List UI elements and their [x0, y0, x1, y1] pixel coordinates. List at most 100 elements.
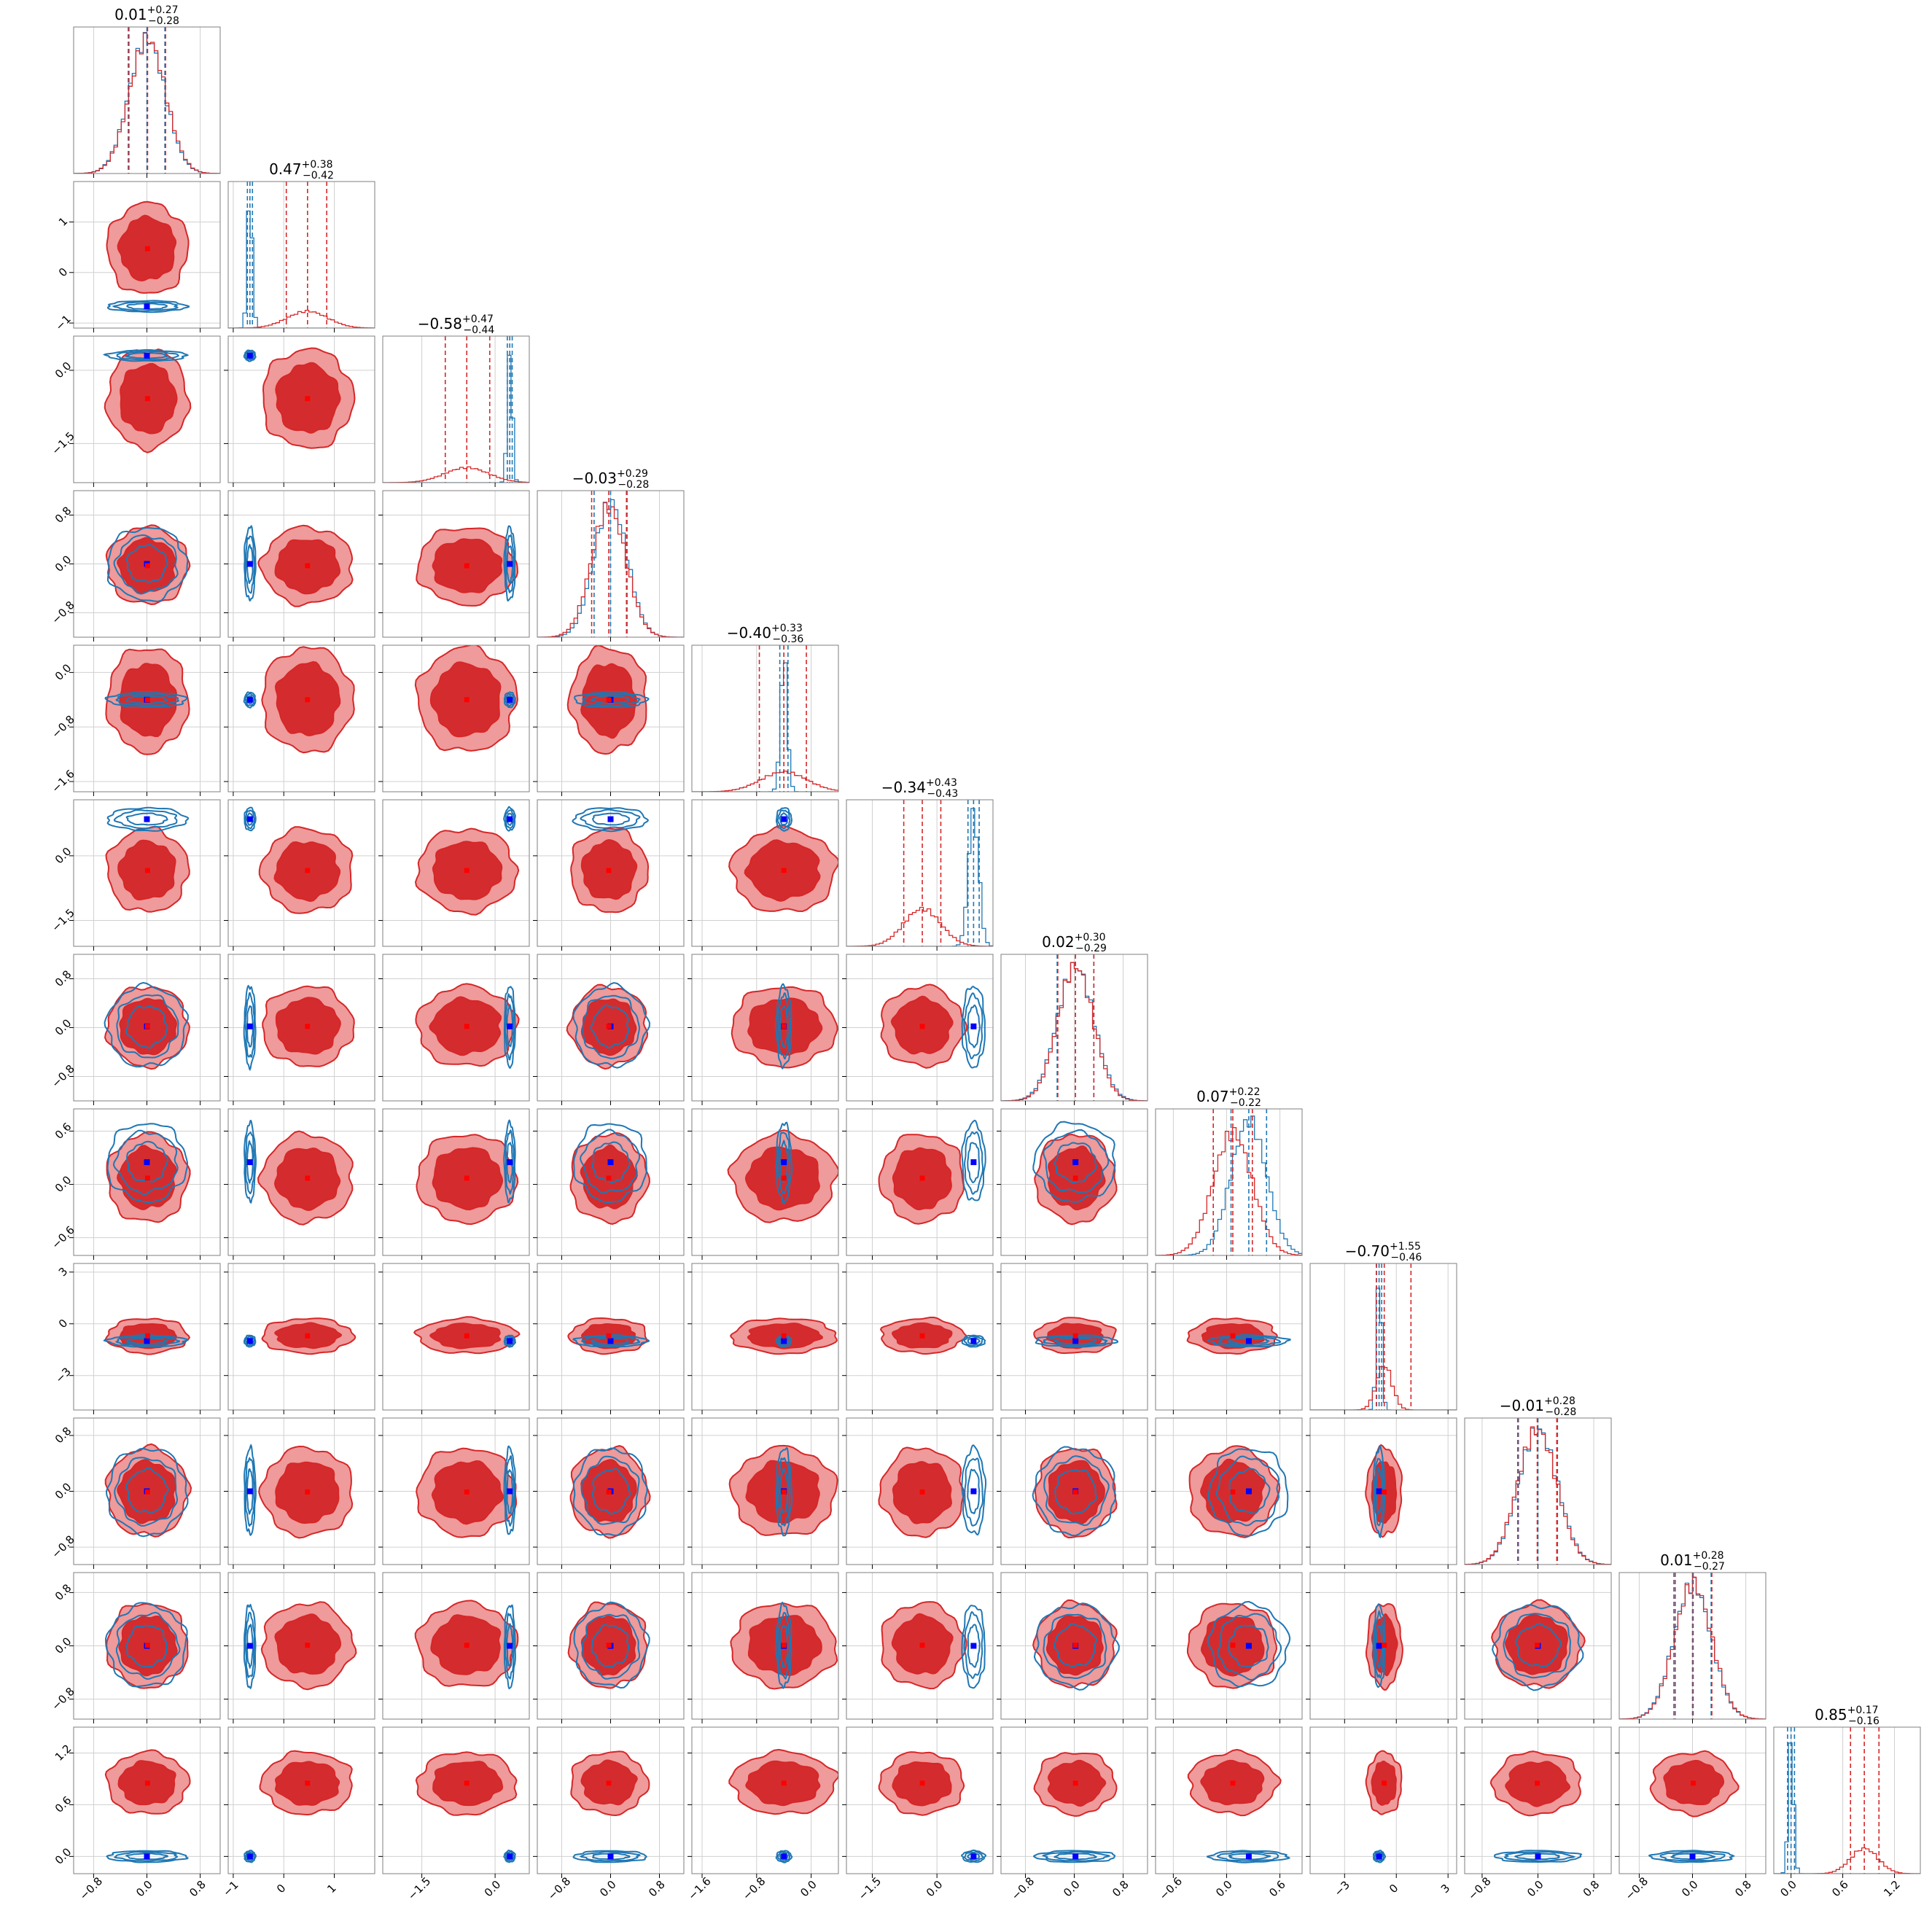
contour-panel-4-0: −1.6−0.80.0	[49, 644, 221, 796]
x-tick-label: 0.0	[924, 1878, 946, 1900]
hist-red	[1619, 1576, 1766, 1719]
red-marker	[919, 1489, 925, 1495]
contour-panel-11-1: −1 0 1	[220, 1726, 375, 1899]
hist-panel-10: 0.01+0.28 −0.27	[1619, 1550, 1767, 1723]
contour-panel-8-4	[688, 1263, 839, 1414]
x-tick-label: 0.6	[1266, 1878, 1288, 1900]
blue-contour	[104, 981, 189, 1068]
blue-marker	[246, 1488, 253, 1495]
blue-marker	[970, 1853, 977, 1860]
blue-contour	[572, 807, 650, 833]
blue-contour	[244, 1444, 257, 1536]
hist-blue	[846, 808, 993, 946]
blue-marker	[781, 816, 787, 822]
contour-panel-10-7	[1151, 1572, 1303, 1723]
hist-red	[692, 771, 838, 792]
contour-panel-8-6	[997, 1263, 1148, 1414]
blue-contour	[503, 1119, 516, 1204]
contour-panel-10-8	[1306, 1572, 1457, 1723]
hist-red	[1001, 962, 1148, 1101]
panel-frame	[227, 644, 375, 792]
panel-frame	[846, 1263, 994, 1411]
blue-marker	[970, 1643, 977, 1649]
contour-panel-6-0: −0.80.00.8	[49, 954, 221, 1105]
blue-contour	[115, 1611, 181, 1680]
red-marker	[305, 1024, 311, 1029]
red-marker	[606, 697, 612, 703]
blue-marker	[144, 1338, 150, 1344]
contour-panel-11-10: −0.8 0.0 0.8	[1615, 1726, 1767, 1903]
red-marker	[144, 246, 150, 252]
panel-frame	[227, 1726, 375, 1874]
blue-contour	[776, 1446, 793, 1537]
blue-contour	[777, 1335, 791, 1347]
hist-blue	[1156, 1115, 1302, 1255]
blue-contour	[960, 1849, 986, 1863]
contour-panel-2-1	[224, 335, 375, 487]
blue-contour	[1033, 1602, 1120, 1691]
y-tick-label: 0.0	[52, 1016, 74, 1038]
blue-contour	[1216, 1851, 1279, 1862]
red-marker	[144, 1333, 150, 1339]
blue-contour	[106, 806, 190, 832]
red-marker	[305, 1489, 311, 1495]
blue-contour	[102, 348, 190, 362]
panel-frame	[691, 1263, 839, 1411]
blue-contour	[105, 1447, 189, 1538]
hist-red	[1465, 1426, 1611, 1565]
contour-panel-10-4	[688, 1572, 839, 1723]
contour-panel-8-0: −3 0 3	[52, 1263, 221, 1414]
red-marker	[919, 1643, 925, 1648]
contour-panel-9-3	[533, 1417, 685, 1569]
hist-panel-2: −0.58+0.47 −0.44	[382, 313, 530, 487]
red-marker	[144, 1175, 150, 1181]
contour-panel-5-4	[688, 799, 839, 951]
blue-contour	[961, 1605, 986, 1689]
red-marker	[1230, 1333, 1236, 1339]
panel-frame	[227, 335, 375, 483]
blue-marker	[781, 1853, 787, 1860]
blue-marker	[507, 561, 513, 567]
blue-contour	[964, 1457, 984, 1527]
contour-panel-7-2	[378, 1108, 530, 1260]
contour-panel-6-2	[378, 954, 530, 1105]
blue-marker	[246, 1853, 253, 1860]
blue-marker	[970, 1338, 977, 1344]
blue-contour	[125, 1467, 169, 1514]
contour-panel-5-3	[533, 799, 685, 951]
red-marker	[781, 868, 787, 873]
blue-marker	[246, 561, 253, 567]
blue-contour	[1206, 1850, 1291, 1863]
blue-contour	[244, 1850, 257, 1863]
red-marker	[606, 1333, 612, 1339]
blue-contour	[1043, 1129, 1110, 1193]
red-marker	[1382, 1489, 1387, 1495]
blue-contour	[125, 1624, 168, 1668]
blue-contour	[244, 350, 255, 361]
red-marker	[606, 1780, 612, 1786]
red-marker	[606, 1643, 612, 1648]
blue-contour	[1372, 1603, 1386, 1688]
blue-contour	[503, 1849, 516, 1863]
contour-panel-10-9	[1460, 1572, 1612, 1723]
blue-contour	[244, 809, 255, 830]
blue-contour	[244, 525, 257, 602]
blue-contour	[967, 1142, 981, 1183]
blue-contour	[505, 809, 515, 829]
blue-contour	[505, 1851, 515, 1862]
blue-contour	[125, 544, 168, 583]
red-marker	[1690, 1780, 1696, 1786]
blue-contour	[503, 1604, 516, 1690]
x-tick-label: 0	[1387, 1882, 1401, 1896]
red-marker	[464, 1333, 470, 1339]
x-tick-label: 0.0	[1777, 1878, 1799, 1900]
panel-frame	[227, 181, 375, 329]
blue-contour	[503, 1445, 516, 1535]
blue-contour	[961, 1334, 986, 1348]
blue-contour	[573, 1601, 650, 1689]
blue-contour	[967, 1004, 981, 1048]
blue-contour	[777, 1457, 791, 1527]
blue-contour	[1514, 1623, 1562, 1668]
y-tick-label: 0.0	[52, 359, 74, 381]
red-marker	[144, 1489, 150, 1495]
